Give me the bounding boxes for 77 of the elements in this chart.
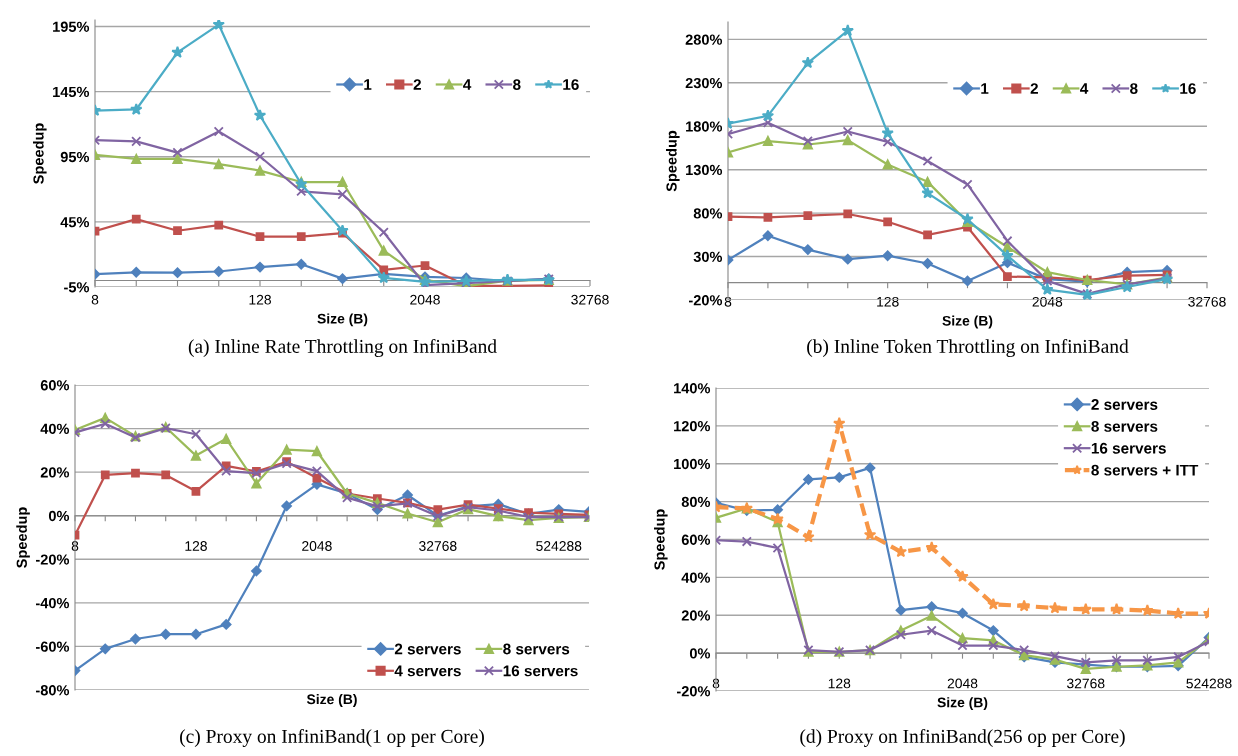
y-tick-label: -40% [35,597,70,609]
text: (c) Proxy on InfiniBand(1 op per Core) [180,729,484,747]
y-tick-label: -80% [35,685,70,696]
legend-label: 2 servers [1091,399,1158,410]
legend-label: 1 [981,83,989,94]
x-tick-label: 128 [249,294,271,305]
x-tick-label: 8 [724,296,732,307]
legend-label: 4 [1080,83,1089,94]
x-axis-title: Size (B) [317,313,368,327]
y-tick-label: -60% [35,641,70,652]
y-tick-label: 60% [40,380,70,391]
x-tick-label: 2048 [410,294,440,305]
x-tick-label: 32768 [419,541,457,551]
y-tick-label: 140% [674,383,711,394]
y-tick-label: 80% [693,208,723,219]
x-tick-label: 2048 [1032,296,1063,307]
y-tick-label: 45% [60,217,90,228]
legend-label: 16 [1180,83,1196,94]
x-axis-title: Size (B) [942,315,993,329]
x-tick-label: 32768 [1066,678,1105,689]
y-axis-title: Speedup [33,123,47,184]
y-tick-label: -20% [676,686,711,697]
y-tick-label: 0% [689,648,711,659]
x-tick-label: 128 [185,541,207,551]
x-tick-label: 32768 [1188,296,1226,307]
x-tick-label: 8 [71,541,79,551]
y-tick-label: 80% [681,496,711,508]
y-axis-title: Speedup [16,507,30,568]
legend-label: 16 [563,79,579,90]
legend-label: 4 servers [394,665,461,677]
legend-label: 8 [513,79,521,90]
y-tick-label: 30% [693,251,723,263]
x-axis-title: Size (B) [306,694,357,707]
y-tick-label: 0% [48,510,70,522]
y-axis-title: Speedup [666,130,680,192]
y-tick-label: 145% [53,86,90,98]
legend-label: 8 [1130,83,1138,94]
text: (d) Proxy on InfiniBand(256 op per Core) [800,729,1125,747]
legend-label: 2 [413,79,421,90]
legend-label: 8 servers + ITT [1091,464,1199,476]
legend-label: 8 servers [503,643,570,655]
legend-label: 2 servers [394,643,461,655]
x-tick-label: 524288 [536,541,582,551]
x-tick-label: 524288 [1186,678,1232,689]
y-tick-label: 100% [674,458,711,470]
legend-label: 1 [364,79,372,90]
x-axis-title: Size (B) [937,697,988,711]
x-tick-label: 8 [91,294,99,305]
y-tick-label: 40% [681,572,711,583]
legend-label: 16 servers [503,665,578,677]
x-tick-label: 2048 [947,678,978,689]
x-tick-label: 8 [712,678,720,689]
x-tick-label: 128 [877,296,899,307]
y-tick-label: 40% [40,423,70,434]
legend-label: 8 servers [1091,420,1158,432]
x-tick-label: 2048 [302,541,332,551]
y-tick-label: -5% [64,282,90,293]
y-tick-label: 60% [681,534,711,545]
x-tick-label: 32768 [571,294,609,305]
legend-label: 2 [1030,83,1038,94]
x-tick-label: 128 [828,678,851,689]
y-tick-label: 120% [674,420,711,432]
text: (a) Inline Rate Throttling on InfiniBand [188,339,497,357]
text: (b) Inline Token Throttling on InfiniBand [807,339,1129,357]
y-tick-label: 130% [686,164,723,176]
y-tick-label: 195% [53,21,90,32]
y-tick-label: 230% [685,77,723,89]
y-tick-label: 280% [685,34,723,45]
y-tick-label: -20% [35,554,70,565]
y-tick-label: 180% [686,121,723,132]
legend-label: 16 servers [1091,442,1166,454]
y-axis-title: Speedup [654,509,668,570]
y-tick-label: 20% [40,467,70,478]
y-tick-label: 20% [681,610,711,621]
y-tick-label: 95% [60,151,90,163]
legend-label: 4 [463,79,472,90]
y-tick-label: -20% [688,295,723,306]
